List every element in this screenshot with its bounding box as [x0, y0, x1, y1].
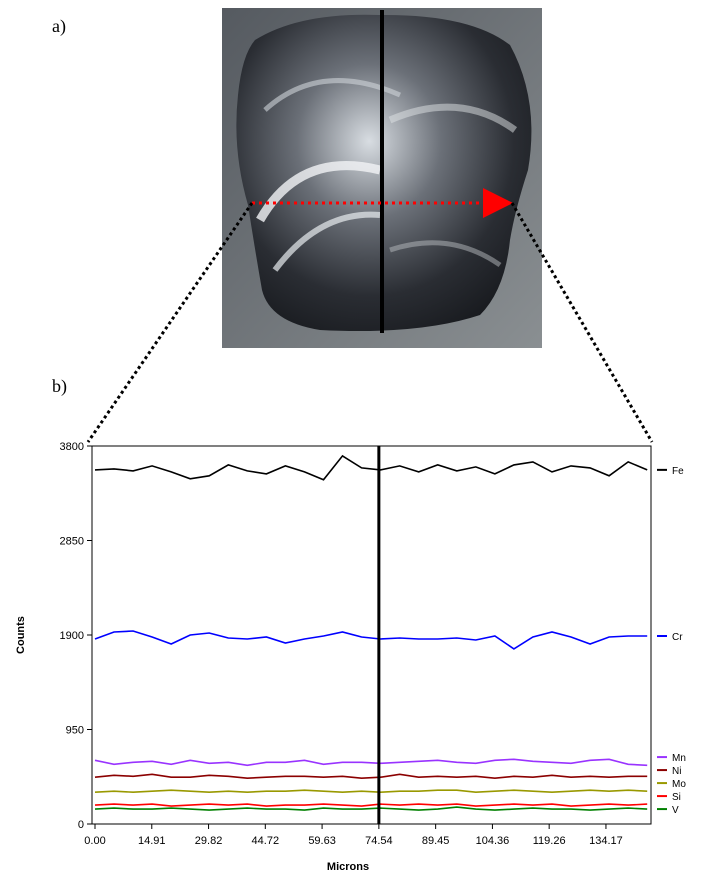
x-tick-label: 119.26 [533, 835, 566, 847]
data-line [94, 803, 648, 807]
legend-label: V [672, 805, 679, 816]
legend-label: Mo [672, 779, 686, 790]
data-line [94, 630, 648, 650]
x-axis-label: Microns [327, 861, 369, 873]
legend-label: Fe [672, 466, 684, 477]
panel-label: a) [52, 16, 66, 37]
panel-label: b) [52, 376, 67, 397]
x-tick-label: 104.36 [476, 835, 510, 847]
legend-label: Si [672, 792, 681, 803]
x-tick-label: 0.00 [84, 835, 105, 847]
data-line [94, 789, 648, 794]
y-tick-label: 1900 [60, 630, 84, 642]
zoom-line [510, 202, 654, 443]
legend-label: Cr [672, 632, 683, 643]
x-tick-label: 59.63 [308, 835, 336, 847]
y-axis-label: Counts [15, 616, 27, 654]
data-line [94, 806, 648, 811]
y-tick-label: 2850 [60, 536, 84, 548]
x-tick-label: 134.17 [589, 835, 623, 847]
legend-label: Mn [672, 753, 686, 764]
legend-label: Ni [672, 766, 681, 777]
y-tick-label: 3800 [60, 441, 84, 453]
x-tick-label: 14.91 [138, 835, 166, 847]
plot-area [91, 445, 652, 825]
y-tick-label: 0 [78, 819, 84, 831]
x-tick-label: 89.45 [422, 835, 450, 847]
data-line [94, 758, 648, 767]
x-tick-label: 44.72 [252, 835, 280, 847]
data-line [94, 454, 648, 481]
data-line [94, 773, 648, 780]
sample-photo [222, 8, 542, 348]
zoom-line [86, 202, 254, 443]
x-tick-label: 74.54 [365, 835, 393, 847]
x-tick-label: 29.82 [195, 835, 223, 847]
y-tick-label: 950 [66, 725, 84, 737]
